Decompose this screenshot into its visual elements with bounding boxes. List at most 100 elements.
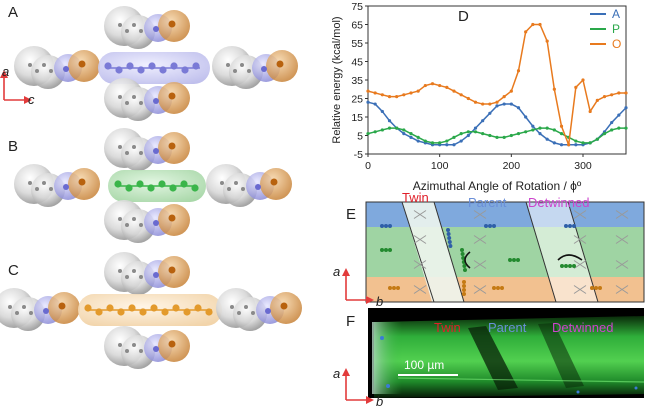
molecule-a-top <box>104 6 190 49</box>
boundary-line <box>433 201 465 303</box>
data-point-P <box>380 128 384 132</box>
data-point-O <box>516 69 521 73</box>
data-point-O <box>509 89 513 93</box>
twin-molecule <box>460 252 465 256</box>
data-point-O <box>438 83 442 88</box>
data-point-P <box>524 130 528 134</box>
data-point-A <box>373 102 377 106</box>
data-point-P <box>387 126 392 130</box>
chain-c-axial <box>78 294 222 326</box>
data-point-A <box>524 115 528 119</box>
molecule-a-bottom <box>104 78 190 121</box>
twin-label-e: Twin <box>402 190 429 205</box>
data-point-A <box>488 111 492 115</box>
panel-d-label: D <box>458 8 469 25</box>
data-point-O <box>545 39 549 43</box>
twin-molecule <box>462 288 466 292</box>
data-point-O <box>409 91 413 95</box>
layer-band <box>366 252 644 277</box>
molecule-marker <box>564 224 576 228</box>
data-point-O <box>581 78 585 82</box>
molecule-b-bottom <box>104 200 190 243</box>
data-point-A <box>624 106 628 110</box>
data-point-A <box>502 102 506 106</box>
data-point-P <box>459 132 463 136</box>
molecule-b-left <box>14 164 100 207</box>
lattice-cross <box>573 210 587 219</box>
data-point-A <box>545 137 549 141</box>
panel-f-label: F <box>346 313 356 330</box>
data-point-O <box>445 85 449 89</box>
molecular-packing-illustration <box>0 6 302 369</box>
data-point-P <box>366 132 370 136</box>
y-tick-label: 15 <box>351 112 363 124</box>
lattice-cross <box>615 285 629 294</box>
data-point-P <box>588 141 592 145</box>
twin-molecule <box>446 232 451 236</box>
detwinned-label-e: Detwinned <box>528 195 590 210</box>
data-point-P <box>610 128 614 132</box>
molecule-c-right <box>216 288 302 331</box>
molecule-marker <box>380 248 392 252</box>
lattice-cross <box>413 260 427 269</box>
data-point-O <box>610 93 614 97</box>
twin-molecule <box>448 244 453 248</box>
data-point-O <box>574 85 578 89</box>
detwinned-molecule <box>568 264 572 268</box>
data-point-P <box>416 135 420 139</box>
molecule-b-top <box>104 128 190 171</box>
data-point-O <box>602 95 607 99</box>
detwinned-molecule <box>560 264 564 268</box>
data-point-O <box>624 91 628 95</box>
data-point-P <box>552 128 556 132</box>
data-point-P <box>581 141 585 145</box>
boundary-line <box>525 201 557 303</box>
data-point-A <box>452 143 456 147</box>
twinning-schematic <box>365 201 645 303</box>
detwinned-molecule <box>564 264 568 268</box>
lattice-cross <box>573 235 587 244</box>
y-tick-label: 75 <box>351 1 363 13</box>
twin-molecule <box>462 264 467 268</box>
data-point-O <box>416 89 420 93</box>
data-point-P <box>495 135 499 139</box>
y-tick-label: 5 <box>357 131 363 143</box>
lattice-cross <box>413 210 427 219</box>
chain-a-axial <box>98 52 210 84</box>
data-point-P <box>574 139 578 143</box>
axis-a-label: a <box>2 64 10 79</box>
data-point-A <box>481 119 485 123</box>
twin-molecule <box>462 292 466 296</box>
boundary-line <box>401 201 435 303</box>
data-point-A <box>495 104 499 108</box>
data-point-P <box>395 126 399 130</box>
x-tick-label: 0 <box>365 160 371 172</box>
molecule-marker <box>590 286 602 290</box>
molecule-marker <box>388 286 400 290</box>
data-point-O <box>524 30 528 34</box>
data-point-O <box>387 95 392 99</box>
data-point-A <box>473 126 478 130</box>
x-tick-label: 200 <box>503 160 521 172</box>
data-point-A <box>552 141 556 145</box>
axis-e-horizontal: b <box>376 294 384 309</box>
layer-band <box>366 277 644 302</box>
twin-molecule <box>463 268 467 272</box>
data-point-A <box>445 143 449 147</box>
energy-chart: -5 5 15 25 35 45 55 65 75 0 100 200 300 Azimuthal Ang… <box>331 1 628 193</box>
data-point-O <box>488 102 492 106</box>
legend-label-O: O <box>612 37 621 51</box>
data-point-A <box>409 135 413 139</box>
data-point-P <box>595 137 599 141</box>
y-tick-label: 25 <box>351 94 363 106</box>
rotation-arrow <box>464 251 471 269</box>
parent-label-e: Parent <box>468 195 507 210</box>
panel-b-label: B <box>8 138 19 155</box>
lattice-cross <box>615 235 629 244</box>
data-point-A <box>516 106 521 110</box>
series-line-O <box>367 23 626 146</box>
data-point-A <box>366 100 370 104</box>
data-point-A <box>610 120 614 125</box>
data-point-P <box>559 132 564 136</box>
data-point-P <box>423 139 427 143</box>
